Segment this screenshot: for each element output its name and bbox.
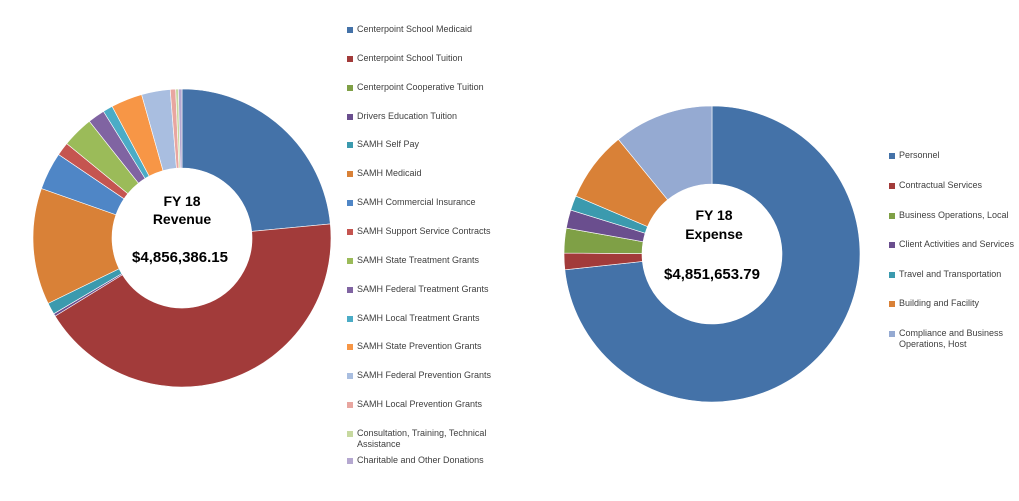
revenue-legend-swatch xyxy=(347,373,353,380)
revenue-legend-item-samh-local-prevention-grants: SAMH Local Prevention Grants xyxy=(347,399,482,410)
expense-legend-label: Client Activities and Services xyxy=(899,239,1015,249)
revenue-legend-label: SAMH Self Pay xyxy=(357,139,420,150)
expense-title-line2: Expense xyxy=(685,226,743,242)
revenue-total-label: $4,856,386.15 xyxy=(132,249,228,266)
expense-legend-swatch xyxy=(889,153,895,159)
revenue-donut xyxy=(32,88,332,388)
expense-legend-item-compliance-and-business-operations-host: Compliance and Business Operations, Host xyxy=(889,328,1017,350)
revenue-legend-item-samh-commercial-insurance: SAMH Commercial Insurance xyxy=(347,197,476,208)
revenue-legend-swatch xyxy=(347,228,353,235)
revenue-legend-label: SAMH Support Service Contracts xyxy=(357,225,491,236)
revenue-legend-label: SAMH Federal Prevention Grants xyxy=(357,370,492,381)
expense-legend-swatch xyxy=(889,271,895,278)
revenue-legend-item-drivers-education-tuition: Drivers Education Tuition xyxy=(347,111,457,122)
revenue-legend-item-consultation-training-technical-assistance: Consultation, Training, Technical Assist… xyxy=(347,428,522,450)
revenue-legend-swatch xyxy=(347,84,353,91)
revenue-legend-label: SAMH Local Prevention Grants xyxy=(357,399,483,410)
expense-legend-label: Contractual Services xyxy=(899,180,983,190)
revenue-legend-label: SAMH Medicaid xyxy=(357,168,422,179)
revenue-legend-item-samh-federal-prevention-grants: SAMH Federal Prevention Grants xyxy=(347,370,491,381)
revenue-legend-item-samh-medicaid: SAMH Medicaid xyxy=(347,168,422,179)
revenue-legend-swatch xyxy=(347,142,353,149)
expense-legend-swatch xyxy=(889,301,895,307)
expense-legend-label: Compliance and Business Operations, Host xyxy=(899,328,1004,349)
revenue-legend-swatch xyxy=(347,113,353,120)
expense-donut-hole xyxy=(642,184,782,324)
revenue-legend-label: Centerpoint Cooperative Tuition xyxy=(357,81,484,92)
revenue-legend-swatch xyxy=(347,286,353,293)
expense-legend-label: Personnel xyxy=(899,150,940,160)
expense-legend-swatch xyxy=(889,212,895,219)
revenue-legend-label: Charitable and Other Donations xyxy=(357,454,484,465)
expense-total-label: $4,851,653.79 xyxy=(664,266,760,283)
revenue-legend-swatch xyxy=(347,257,353,264)
revenue-legend-item-centerpoint-school-medicaid: Centerpoint School Medicaid xyxy=(347,24,472,35)
revenue-legend-label: Centerpoint School Medicaid xyxy=(357,24,473,34)
expense-title-line1: FY 18 xyxy=(695,207,732,223)
revenue-legend-item-samh-state-treatment-grants: SAMH State Treatment Grants xyxy=(347,255,479,266)
revenue-legend-label: SAMH Federal Treatment Grants xyxy=(357,283,489,294)
revenue-legend-swatch xyxy=(347,55,353,62)
revenue-title-line1: FY 18 xyxy=(163,193,200,209)
revenue-legend-item-charitable-and-other-donations: Charitable and Other Donations xyxy=(347,455,484,466)
revenue-title-line2: Revenue xyxy=(153,211,212,227)
expense-legend-swatch xyxy=(889,331,895,337)
expense-legend-swatch xyxy=(889,242,895,248)
revenue-legend-swatch xyxy=(347,430,353,437)
revenue-legend-item-samh-state-prevention-grants: SAMH State Prevention Grants xyxy=(347,341,482,352)
expense-legend-label: Travel and Transportation xyxy=(899,268,1002,279)
expense-legend-item-contractual-services: Contractual Services xyxy=(889,180,982,191)
expense-legend-label: Business Operations, Local xyxy=(899,209,1009,220)
revenue-legend-label: SAMH Commercial Insurance xyxy=(357,197,476,208)
revenue-legend-label: Consultation, Training, Technical Assist… xyxy=(357,427,487,449)
revenue-legend-swatch xyxy=(347,171,353,178)
revenue-legend-item-centerpoint-cooperative-tuition: Centerpoint Cooperative Tuition xyxy=(347,82,484,93)
revenue-legend-swatch xyxy=(347,200,353,207)
expense-legend-label: Building and Facility xyxy=(899,298,980,308)
revenue-legend-item-samh-support-service-contracts: SAMH Support Service Contracts xyxy=(347,226,491,237)
revenue-legend-label: SAMH State Treatment Grants xyxy=(357,254,480,265)
revenue-legend-label: Centerpoint School Tuition xyxy=(357,52,463,63)
expense-legend-swatch xyxy=(889,183,895,189)
expense-legend-item-client-activities-and-services: Client Activities and Services xyxy=(889,239,1014,250)
expense-legend-item-building-and-facility: Building and Facility xyxy=(889,298,979,309)
expense-legend-item-personnel: Personnel xyxy=(889,150,940,161)
revenue-legend-item-centerpoint-school-tuition: Centerpoint School Tuition xyxy=(347,53,463,64)
revenue-legend-label: SAMH Local Treatment Grants xyxy=(357,312,480,323)
revenue-legend-swatch xyxy=(347,402,353,409)
revenue-legend-label: SAMH State Prevention Grants xyxy=(357,341,482,352)
expense-legend-item-travel-and-transportation: Travel and Transportation xyxy=(889,269,1001,280)
revenue-legend-swatch xyxy=(347,457,353,464)
expense-donut xyxy=(563,105,861,403)
revenue-legend-swatch xyxy=(347,344,353,351)
revenue-legend-swatch xyxy=(347,315,353,322)
revenue-donut-hole xyxy=(112,168,252,308)
expense-legend-item-business-operations-local: Business Operations, Local xyxy=(889,210,1009,221)
revenue-legend-swatch xyxy=(347,27,353,33)
revenue-legend-item-samh-federal-treatment-grants: SAMH Federal Treatment Grants xyxy=(347,284,489,295)
revenue-legend-item-samh-self-pay: SAMH Self Pay xyxy=(347,139,419,150)
revenue-legend-label: Drivers Education Tuition xyxy=(357,110,458,121)
revenue-legend-item-samh-local-treatment-grants: SAMH Local Treatment Grants xyxy=(347,313,480,324)
